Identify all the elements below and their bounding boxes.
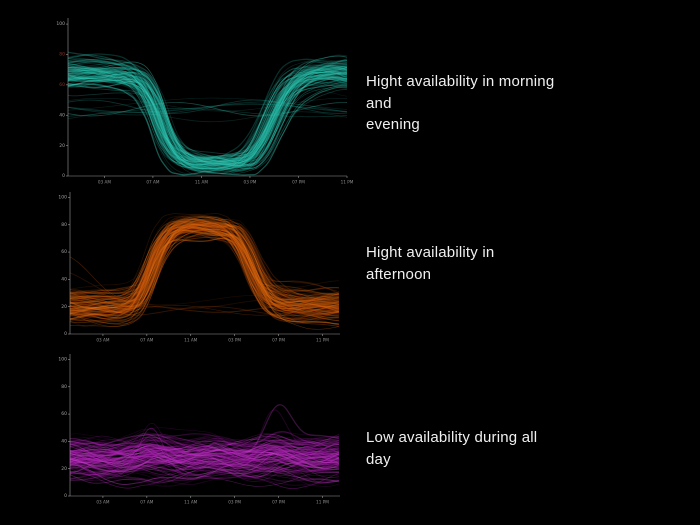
chart-afternoon-availability bbox=[52, 182, 352, 352]
chart-all-day-availability bbox=[52, 344, 352, 514]
annotation-line: and bbox=[366, 94, 392, 112]
chart-morning-evening-availability bbox=[50, 6, 360, 192]
annotation-line: Hight availability in bbox=[366, 244, 495, 261]
annotation-morning-evening: Hight availability in morning and evenin… bbox=[366, 71, 554, 136]
annotation-line: evening bbox=[366, 116, 420, 133]
annotation-line: day bbox=[366, 450, 391, 468]
annotation-line: Hight availability in morning bbox=[366, 73, 555, 90]
annotation-line: Low availability during all bbox=[366, 429, 538, 446]
annotation-afternoon: Hight availability in afternoon bbox=[366, 242, 494, 285]
annotation-line: afternoon bbox=[366, 265, 432, 283]
annotation-all-day: Low availability during all day bbox=[366, 427, 537, 470]
